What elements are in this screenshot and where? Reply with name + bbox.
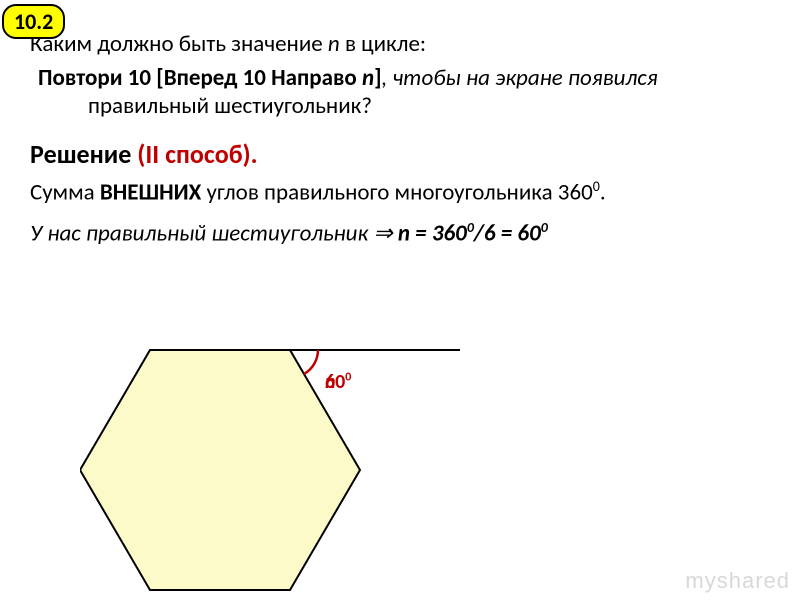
hexagon-figure (80, 330, 460, 590)
q-tail2: правильный шестиугольник? (38, 92, 770, 120)
l4b: n = 360 (393, 219, 467, 247)
angle-60: 60 (325, 370, 345, 394)
q-prefix: Каким должно быть значение (30, 30, 328, 58)
sol-label: Решение (30, 138, 137, 170)
solution-title: Решение (II способ). (30, 138, 770, 170)
watermark: myshared (685, 568, 790, 594)
question-line-2: Повтори 10 [Вперед 10 Направо n], чтобы … (30, 64, 770, 120)
question-line-1: Каким должно быть значение n в цикле: (30, 30, 770, 58)
q-cmd-var: n (362, 64, 374, 92)
angle-60-sup: 0 (345, 370, 351, 384)
l3d: . (600, 179, 606, 207)
l4c: /6 = 60 (474, 219, 541, 247)
l4sup1: 0 (467, 219, 474, 236)
l3a: Сумма (30, 179, 100, 207)
l3b: ВНЕШНИХ (100, 179, 201, 207)
problem-badge: 10.2 (2, 4, 65, 39)
l3c: углов правильного многоугольника 360 (201, 179, 592, 207)
solution-line-1: Сумма ВНЕШНИХ углов правильного многоуго… (30, 178, 770, 207)
sol-method: (II способ). (137, 138, 257, 170)
q-var: n (328, 30, 340, 58)
q-cmd-close: ] (374, 64, 381, 92)
q-cmd-bold: Повтори 10 [Вперед 10 Направо (38, 64, 362, 92)
solution-line-2: У нас правильный шестиугольник ⇒ n = 360… (30, 219, 770, 248)
q-mid: в цикле: (340, 30, 426, 58)
angle-60-wrap: 600 (325, 370, 351, 394)
hexagon-shape (80, 350, 360, 590)
l4sup2: 0 (541, 219, 548, 236)
l4arrow: ⇒ (373, 219, 392, 247)
l4a: У нас правильный шестиугольник (30, 219, 373, 247)
l3sup: 0 (593, 178, 600, 195)
q-tail: , чтобы на экране появился (382, 64, 658, 92)
content-area: Каким должно быть значение n в цикле: По… (0, 0, 800, 247)
angle-arc (304, 350, 318, 374)
hexagon-svg (80, 330, 480, 600)
